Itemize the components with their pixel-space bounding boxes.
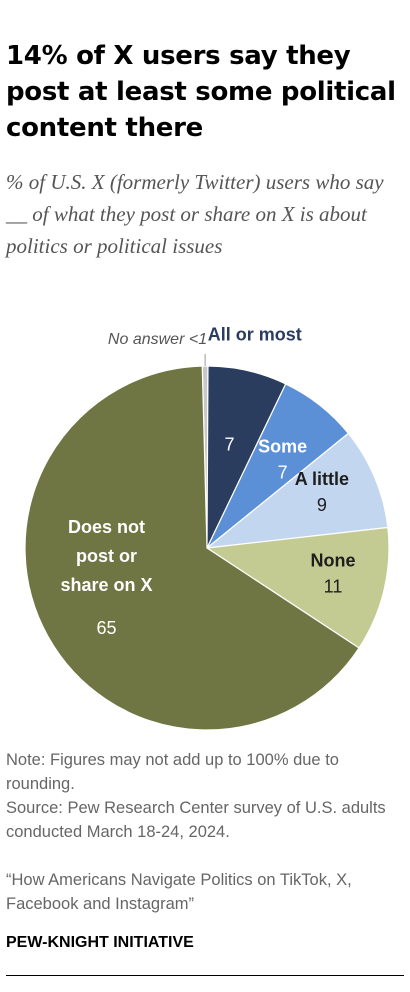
pie-chart: No answer <1 All or most 7 Some 7 A little 9 No…	[24, 325, 390, 731]
pie-labels: No answer <1 All or most 7 Some 7 A little 9 No…	[60, 325, 355, 638]
slice-label-all-or-most: All or most	[208, 325, 302, 345]
report-title: “How Americans Navigate Politics on TikT…	[6, 871, 352, 913]
slice-value-all-or-most: 7	[224, 435, 234, 455]
pie-slices	[24, 365, 390, 731]
slice-value-does-not-post-or-share-on-x: 65	[96, 618, 116, 638]
source-text: Source: Pew Research Center survey of U.…	[6, 799, 386, 841]
brand-label: PEW-KNIGHT INITIATIVE	[6, 934, 194, 951]
slice-label-does-not-post-or-share-on-x: share on X	[60, 575, 152, 595]
slice-label-does-not-post-or-share-on-x: post or	[76, 546, 137, 566]
pie-slice-does-not-post-or-share-on-x	[24, 365, 360, 731]
slice-label-does-not-post-or-share-on-x: Does not	[68, 517, 145, 537]
slice-label-some: Some	[258, 436, 307, 456]
slice-value-a-little: 9	[317, 495, 327, 515]
pie-slice-none	[205, 526, 390, 649]
slice-value-none: 11	[324, 577, 343, 597]
slice-value-some: 7	[278, 462, 288, 482]
slice-label-a-little: A little	[295, 469, 349, 489]
bottom-rule	[6, 975, 404, 976]
slice-label-none: None	[311, 551, 356, 571]
note-text: Note: Figures may not add up to 100% due…	[6, 751, 339, 793]
chart-title: 14% of X users say they post at least so…	[6, 41, 396, 143]
slice-label-no-answer: No answer <1	[108, 331, 207, 348]
pie-slice-a-little	[205, 432, 389, 549]
chart-subtitle: % of U.S. X (formerly Twitter) users who…	[6, 170, 384, 258]
